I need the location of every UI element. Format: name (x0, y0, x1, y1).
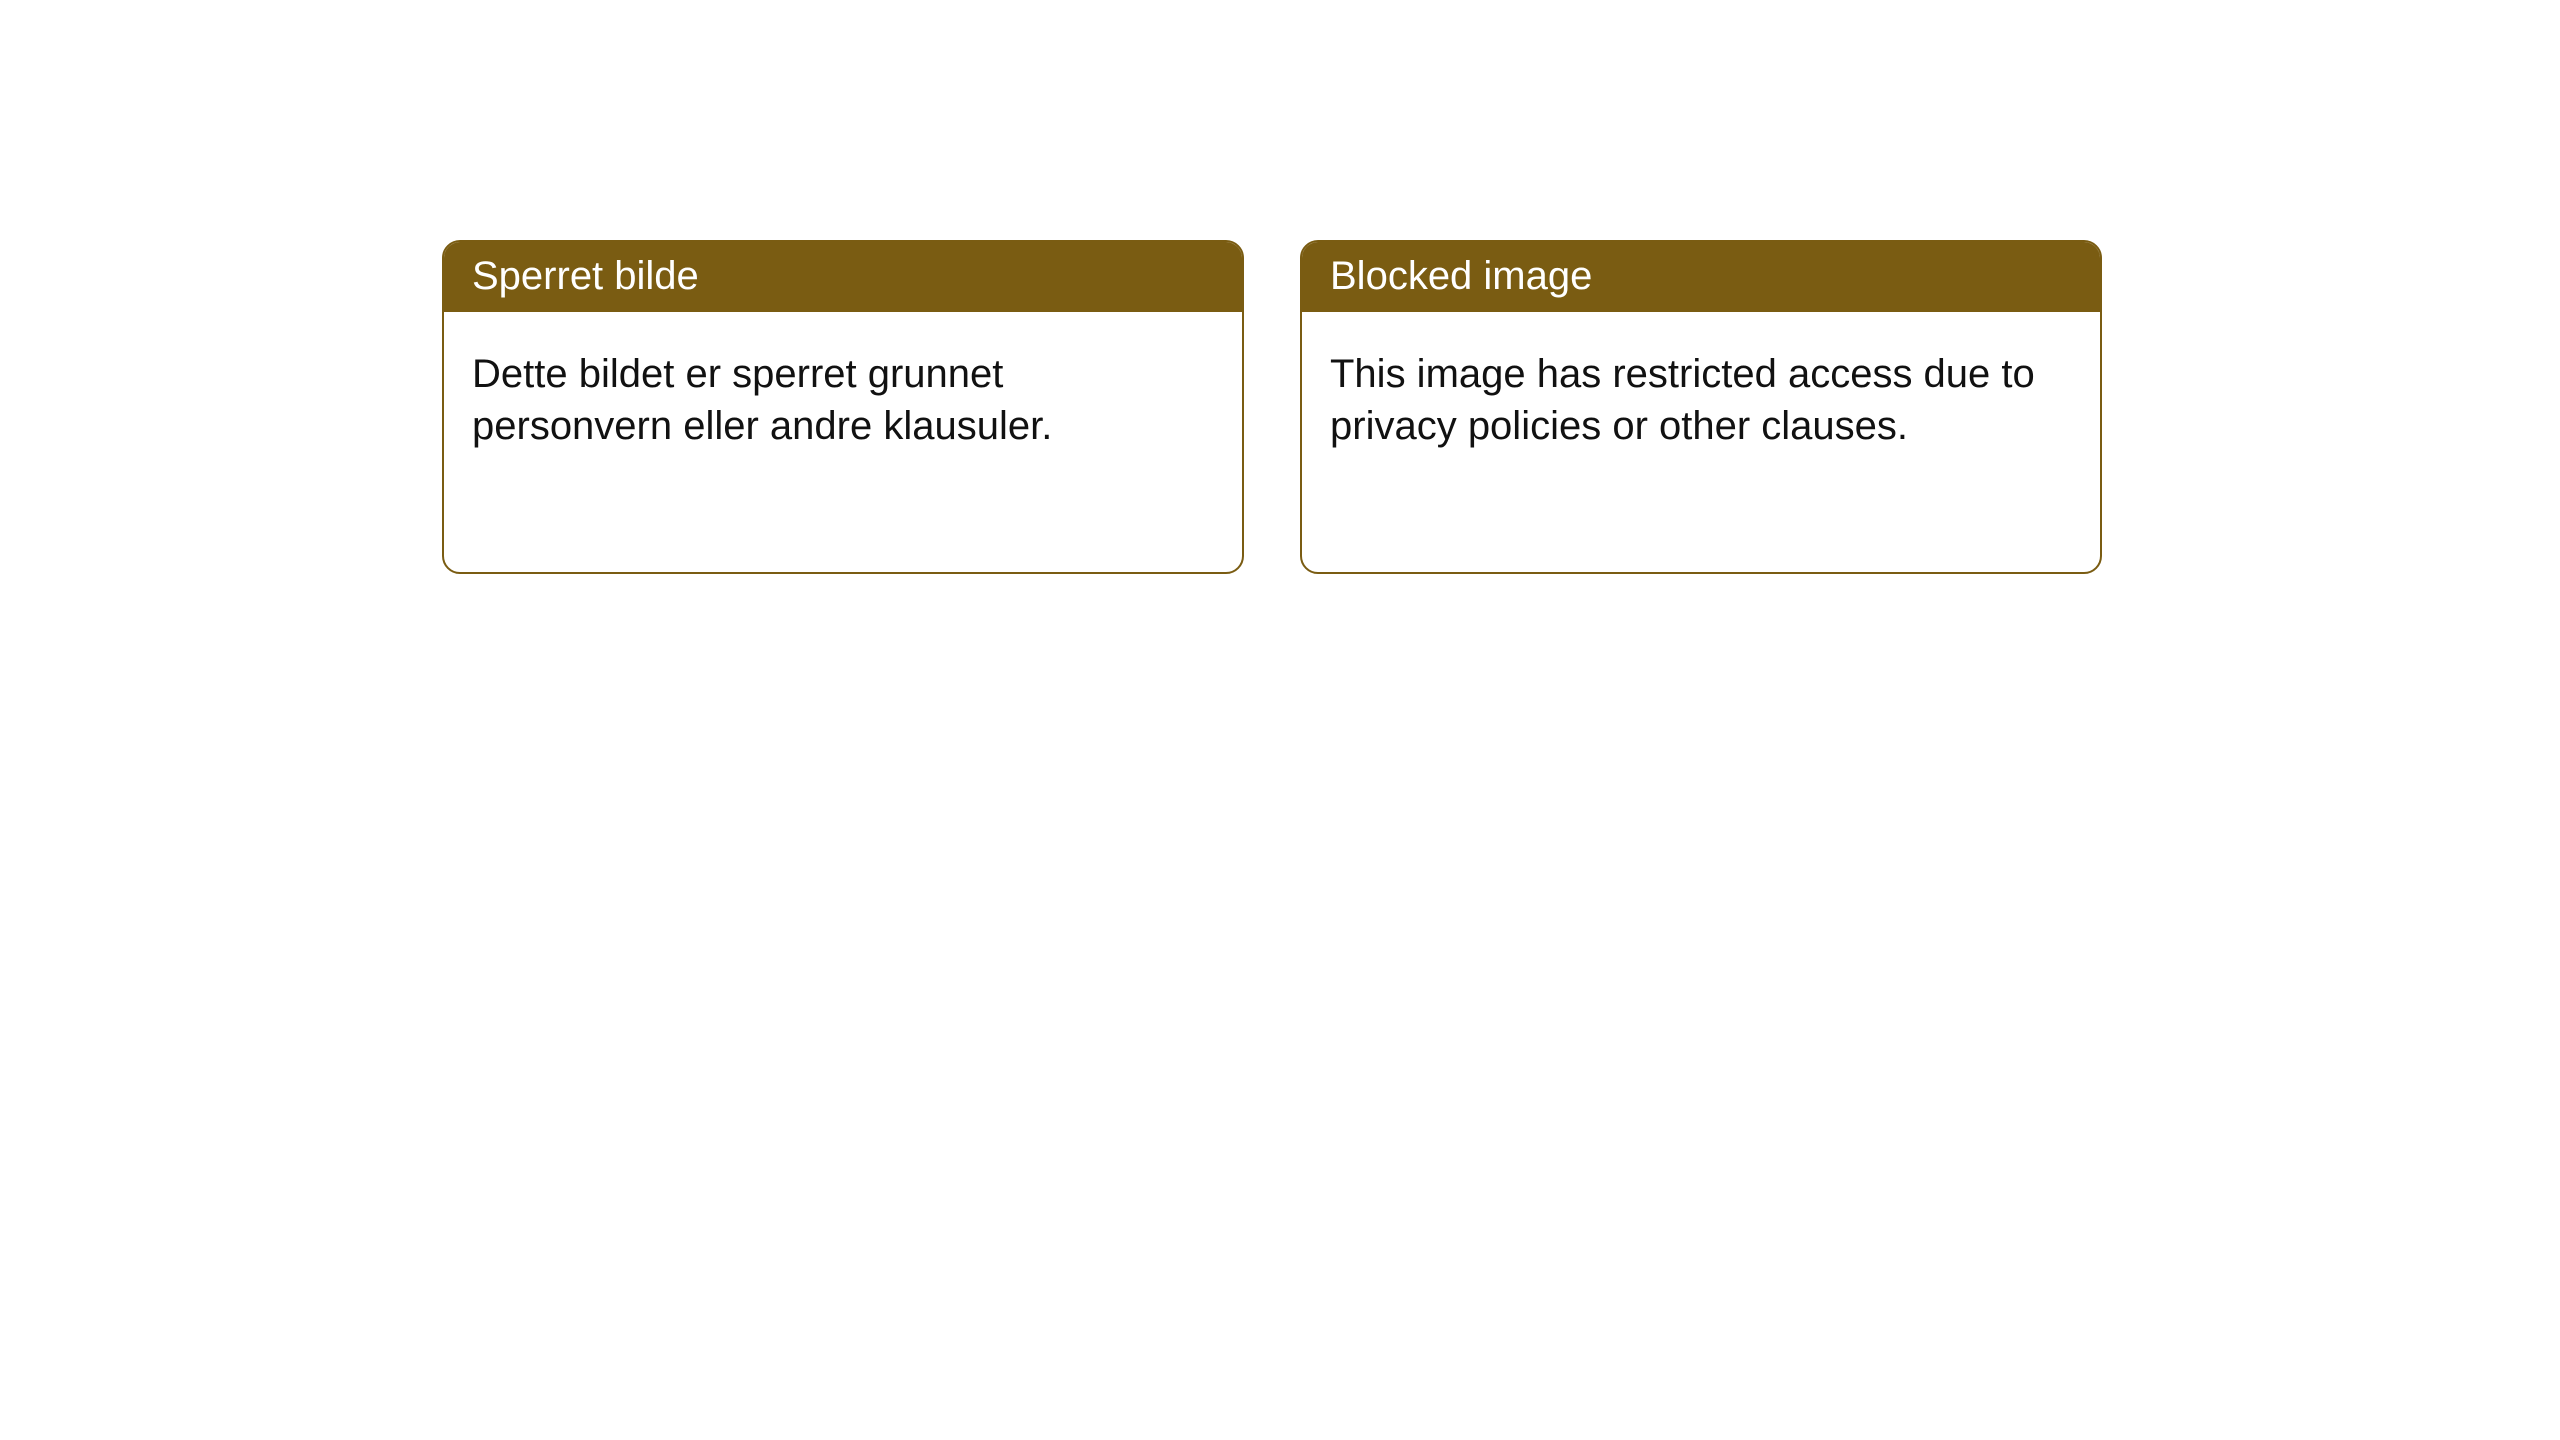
notice-title-no: Sperret bilde (444, 242, 1242, 312)
notice-card-en: Blocked image This image has restricted … (1300, 240, 2102, 574)
notice-card-no: Sperret bilde Dette bildet er sperret gr… (442, 240, 1244, 574)
notice-body-no: Dette bildet er sperret grunnet personve… (444, 312, 1242, 472)
notice-body-en: This image has restricted access due to … (1302, 312, 2100, 472)
notice-title-en: Blocked image (1302, 242, 2100, 312)
notice-container: Sperret bilde Dette bildet er sperret gr… (0, 0, 2560, 574)
